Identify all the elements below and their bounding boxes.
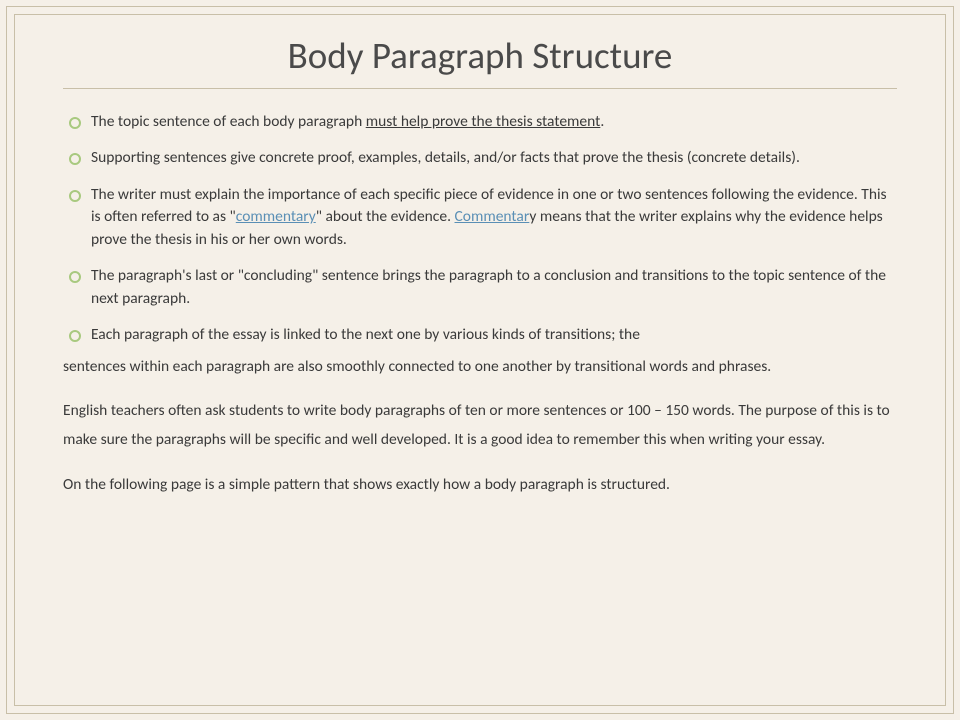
bullet-item: Each paragraph of the essay is linked to… — [63, 324, 897, 346]
slide-container: Body Paragraph Structure The topic sente… — [15, 15, 945, 705]
bullet-item: The paragraph's last or "concluding" sen… — [63, 265, 897, 310]
bullet-text: . — [600, 112, 604, 131]
body-paragraph: English teachers often ask students to w… — [63, 397, 897, 454]
bullet-text: Each paragraph of the essay is linked to… — [91, 325, 640, 344]
bullet-text: The paragraph's last or "concluding" sen… — [91, 266, 886, 307]
commentary-link[interactable]: commentary — [236, 207, 316, 226]
bullet-text: The topic sentence of each body paragrap… — [91, 112, 366, 131]
bullet-item: Supporting sentences give concrete proof… — [63, 147, 897, 169]
bullet-item: The topic sentence of each body paragrap… — [63, 111, 897, 133]
commentary-link[interactable]: Commentar — [455, 207, 530, 226]
underlined-text: must help prove the thesis statement — [366, 112, 601, 131]
bullet-list: The topic sentence of each body paragrap… — [63, 111, 897, 347]
bullet-text: " about the evidence. — [316, 207, 455, 226]
bullet-item: The writer must explain the importance o… — [63, 184, 897, 251]
bullet-text: Supporting sentences give concrete proof… — [91, 148, 800, 167]
slide-title: Body Paragraph Structure — [63, 33, 897, 89]
body-paragraph: On the following page is a simple patter… — [63, 471, 897, 500]
slide-content: The topic sentence of each body paragrap… — [63, 111, 897, 499]
body-paragraph: sentences within each paragraph are also… — [63, 353, 897, 382]
